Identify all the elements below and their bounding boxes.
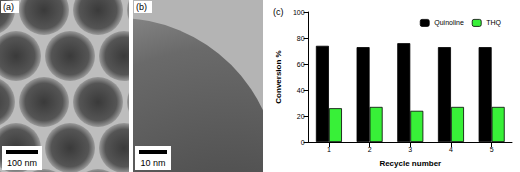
svg-text:3: 3 (408, 146, 412, 153)
svg-text:0: 0 (301, 139, 305, 146)
svg-text:1: 1 (327, 146, 331, 153)
svg-text:(b): (b) (136, 2, 147, 12)
svg-text:4: 4 (449, 146, 453, 153)
svg-text:10 nm: 10 nm (140, 158, 165, 168)
svg-text:2: 2 (368, 146, 372, 153)
svg-text:Recycle number: Recycle number (379, 159, 441, 168)
svg-text:100: 100 (293, 9, 305, 16)
svg-text:5: 5 (490, 146, 494, 153)
svg-text:(c): (c) (273, 7, 284, 17)
svg-text:100 nm: 100 nm (7, 158, 37, 168)
svg-text:20: 20 (297, 113, 305, 120)
svg-text:THQ: THQ (486, 19, 501, 27)
svg-text:80: 80 (297, 35, 305, 42)
svg-text:40: 40 (297, 87, 305, 94)
svg-text:Quinoline: Quinoline (434, 19, 464, 27)
svg-text:60: 60 (297, 61, 305, 68)
svg-text:Conversion %: Conversion % (274, 50, 283, 103)
svg-text:(a): (a) (3, 2, 14, 12)
